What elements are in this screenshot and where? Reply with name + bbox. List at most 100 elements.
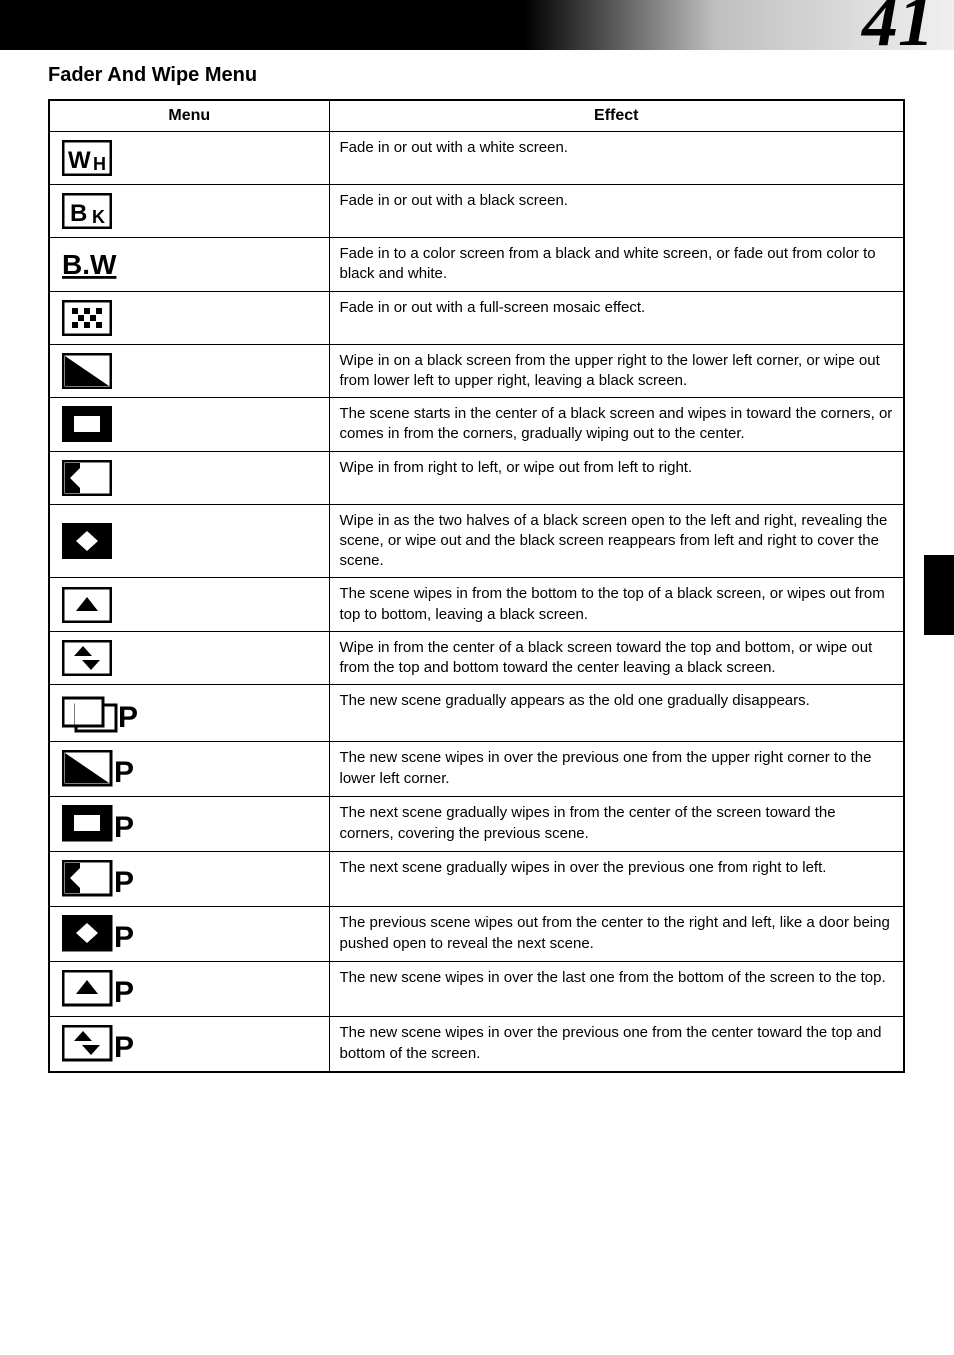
effect-text: The new scene wipes in over the last one… — [340, 968, 894, 988]
menu-cell — [49, 344, 329, 398]
svg-text:P: P — [114, 921, 134, 953]
effect-text: Wipe in as the two halves of a black scr… — [340, 511, 894, 572]
svg-text:P: P — [114, 756, 134, 788]
table-row: P The new scene wipes in over the last on… — [49, 962, 904, 1017]
effect-text: Wipe in from the center of a black scree… — [340, 638, 894, 679]
menu-cell: WH — [49, 132, 329, 185]
menu-cell: P — [49, 797, 329, 852]
bk-icon: BK — [62, 193, 317, 229]
menu-cell: P — [49, 962, 329, 1017]
effect-text: Fade in or out with a full-screen mosaic… — [340, 298, 894, 318]
effect-cell: The scene starts in the center of a blac… — [329, 398, 904, 452]
up-p-icon: P — [62, 970, 317, 1008]
effect-text: The previous scene wipes out from the ce… — [340, 913, 894, 954]
menu-cell — [49, 631, 329, 685]
menu-cell — [49, 451, 329, 504]
svg-text:P: P — [114, 976, 134, 1008]
effect-cell: The next scene gradually wipes in from t… — [329, 797, 904, 852]
table-row: P The new scene wipes in over the previou… — [49, 1017, 904, 1073]
svg-text:K: K — [92, 207, 105, 227]
effect-cell: The new scene wipes in over the previous… — [329, 742, 904, 797]
svg-text:P: P — [118, 701, 138, 733]
effect-text: Wipe in from right to left, or wipe out … — [340, 458, 894, 478]
table-row: B.W Fade in to a color screen from a blac… — [49, 238, 904, 292]
effect-cell: Fade in or out with a black screen. — [329, 185, 904, 238]
table-row: The scene starts in the center of a blac… — [49, 398, 904, 452]
menu-cell: P — [49, 742, 329, 797]
table-row: Wipe in from the center of a black scree… — [49, 631, 904, 685]
side-tab — [924, 555, 954, 635]
bw-icon: B.W — [62, 246, 317, 282]
effect-text: The next scene gradually wipes in from t… — [340, 803, 894, 844]
menu-cell: BK — [49, 185, 329, 238]
page-number: 41 — [862, 0, 934, 63]
svg-text:B.W: B.W — [62, 249, 117, 280]
effect-text: Fade in or out with a white screen. — [340, 138, 894, 158]
table-row: BK Fade in or out with a black screen. — [49, 185, 904, 238]
effect-text: Fade in to a color screen from a black a… — [340, 244, 894, 285]
table-row: P The next scene gradually wipes in over … — [49, 852, 904, 907]
effect-cell: Fade in to a color screen from a black a… — [329, 238, 904, 292]
effect-text: The scene wipes in from the bottom to th… — [340, 584, 894, 625]
header-bar: 41 — [0, 0, 954, 50]
effect-text: The new scene gradually appears as the o… — [340, 691, 894, 711]
table-row: Wipe in as the two halves of a black scr… — [49, 504, 904, 578]
effect-cell: Wipe in as the two halves of a black scr… — [329, 504, 904, 578]
overlap-p-icon: P — [62, 693, 317, 733]
menu-cell: P — [49, 685, 329, 742]
svg-text:H: H — [93, 154, 106, 174]
menu-cell — [49, 398, 329, 452]
menu-cell: P — [49, 907, 329, 962]
col-header-effect: Effect — [329, 100, 904, 132]
split-h-p-icon: P — [62, 915, 317, 953]
section-title: Fader And Wipe Menu — [48, 64, 906, 87]
right-left-icon — [62, 460, 317, 496]
table-row: Wipe in on a black screen from the upper… — [49, 344, 904, 398]
center-p-icon: P — [62, 805, 317, 843]
effect-cell: The previous scene wipes out from the ce… — [329, 907, 904, 962]
menu-cell — [49, 578, 329, 632]
wh-icon: WH — [62, 140, 317, 176]
split-v-p-icon: P — [62, 1025, 317, 1063]
split-h-icon — [62, 523, 317, 559]
svg-text:B: B — [70, 200, 87, 227]
diag-p-icon: P — [62, 750, 317, 788]
menu-cell — [49, 291, 329, 344]
effect-text: Fade in or out with a black screen. — [340, 191, 894, 211]
effect-cell: Fade in or out with a white screen. — [329, 132, 904, 185]
table-row: The scene wipes in from the bottom to th… — [49, 578, 904, 632]
table-row: P The new scene gradually appears as the … — [49, 685, 904, 742]
table-row: P The new scene wipes in over the previou… — [49, 742, 904, 797]
effect-cell: The new scene wipes in over the previous… — [329, 1017, 904, 1073]
split-v-icon — [62, 640, 317, 676]
fader-wipe-table: Menu Effect WHFade in or out with a whit… — [48, 99, 905, 1073]
effect-cell: Wipe in on a black screen from the upper… — [329, 344, 904, 398]
effect-cell: The next scene gradually wipes in over t… — [329, 852, 904, 907]
table-row: P The next scene gradually wipes in from … — [49, 797, 904, 852]
effect-text: The new scene wipes in over the previous… — [340, 748, 894, 789]
right-left-p-icon: P — [62, 860, 317, 898]
svg-text:P: P — [114, 811, 134, 843]
table-row: Fade in or out with a full-screen mosaic… — [49, 291, 904, 344]
center-icon — [62, 406, 317, 442]
effect-text: The next scene gradually wipes in over t… — [340, 858, 894, 878]
effect-cell: The new scene gradually appears as the o… — [329, 685, 904, 742]
mosaic-icon — [62, 300, 317, 336]
effect-text: The new scene wipes in over the previous… — [340, 1023, 894, 1064]
menu-cell: P — [49, 852, 329, 907]
svg-text:W: W — [68, 147, 91, 174]
effect-cell: The new scene wipes in over the last one… — [329, 962, 904, 1017]
effect-cell: Fade in or out with a full-screen mosaic… — [329, 291, 904, 344]
table-row: Wipe in from right to left, or wipe out … — [49, 451, 904, 504]
menu-cell — [49, 504, 329, 578]
table-row: P The previous scene wipes out from the c… — [49, 907, 904, 962]
up-icon — [62, 587, 317, 623]
menu-cell: B.W — [49, 238, 329, 292]
effect-cell: The scene wipes in from the bottom to th… — [329, 578, 904, 632]
effect-cell: Wipe in from right to left, or wipe out … — [329, 451, 904, 504]
effect-text: The scene starts in the center of a blac… — [340, 404, 894, 445]
svg-text:P: P — [114, 1031, 134, 1063]
menu-cell: P — [49, 1017, 329, 1073]
effect-text: Wipe in on a black screen from the upper… — [340, 351, 894, 392]
effect-cell: Wipe in from the center of a black scree… — [329, 631, 904, 685]
